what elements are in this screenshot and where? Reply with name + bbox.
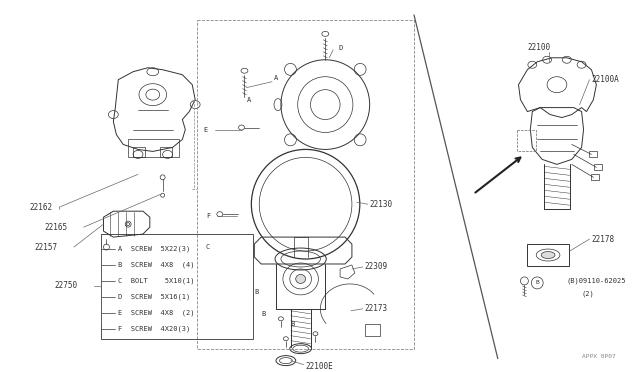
Text: 22309: 22309 [365,263,388,272]
Ellipse shape [296,275,305,283]
Text: 22100: 22100 [527,43,550,52]
Text: B: B [254,289,259,295]
Text: C: C [205,244,209,250]
Text: F  SCREW  4X20(3): F SCREW 4X20(3) [118,326,191,332]
Text: 22173: 22173 [365,304,388,313]
Text: F: F [206,213,211,219]
Bar [516,129,536,151]
Text: (2): (2) [582,291,595,297]
Text: APPX 0P07: APPX 0P07 [582,354,615,359]
Text: 22162: 22162 [29,203,52,212]
Bar [527,244,569,266]
Text: B: B [261,311,266,317]
Text: D: D [338,45,342,51]
Text: E: E [203,126,207,132]
Text: 22165: 22165 [44,222,67,232]
Text: B: B [291,321,295,327]
Text: E  SCREW  4X8  (2): E SCREW 4X8 (2) [118,310,195,316]
Text: D  SCREW  5X16(1): D SCREW 5X16(1) [118,294,191,300]
Text: 22157: 22157 [35,243,58,251]
Text: 22750: 22750 [54,281,77,291]
Text: 22130: 22130 [370,200,393,209]
Bar [365,324,381,336]
Text: 22178: 22178 [591,235,614,244]
Text: A: A [274,75,278,81]
Text: A  SCREW  5X22(3): A SCREW 5X22(3) [118,246,191,252]
Text: 22100E: 22100E [305,362,333,371]
Bar [197,20,414,349]
Text: C  BOLT    5X10(1): C BOLT 5X10(1) [118,278,195,284]
Bar [128,140,179,157]
Text: 22100A: 22100A [591,75,619,84]
Bar [133,147,145,157]
Bar [595,164,602,170]
Bar [100,234,253,339]
Text: B: B [535,280,539,285]
Bar [591,174,599,180]
Text: B  SCREW  4X8  (4): B SCREW 4X8 (4) [118,262,195,268]
Bar [160,147,172,157]
Bar [589,151,597,157]
Ellipse shape [541,251,555,259]
Text: (B)09110-62025: (B)09110-62025 [567,278,627,284]
Text: A: A [246,97,251,103]
